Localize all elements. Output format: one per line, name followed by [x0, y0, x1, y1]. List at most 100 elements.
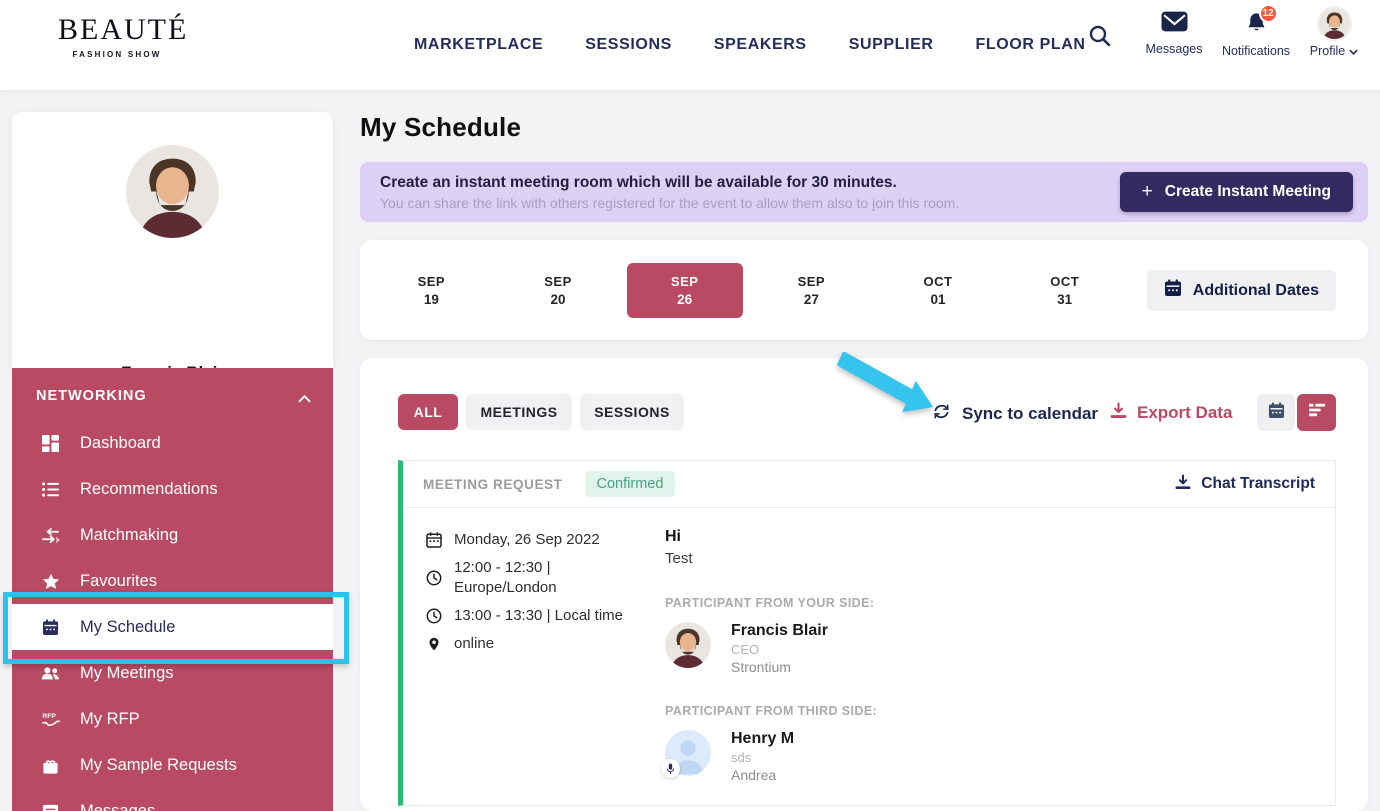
participant-your-side: Francis Blair CEO Strontium — [665, 622, 1315, 675]
meeting-description: Test — [665, 550, 693, 567]
export-data-button[interactable]: Export Data — [1110, 402, 1232, 424]
chat-transcript-button[interactable]: Chat Transcript — [1175, 474, 1315, 495]
date-tab-sep-20[interactable]: SEP 20 — [495, 240, 622, 340]
profile-menu-button[interactable]: Profile — [1306, 8, 1362, 58]
banner-subtitle: You can share the link with others regis… — [380, 195, 960, 211]
status-badge-confirmed: Confirmed — [584, 471, 676, 497]
sidebar-networking-section: NETWORKING Dashboard Recommendations Mat… — [12, 368, 333, 811]
list-view-toggle-active[interactable] — [1297, 394, 1336, 431]
sidebar-item-my-meetings[interactable]: My Meetings — [12, 650, 333, 696]
sidebar-item-label: My Schedule — [80, 617, 176, 636]
sync-icon — [932, 402, 951, 426]
sidebar-item-my-rfp[interactable]: RFP My RFP — [12, 696, 333, 742]
sample-basket-icon — [40, 757, 61, 774]
instant-meeting-banner: Create an instant meeting room which wil… — [360, 162, 1368, 222]
date-day: 26 — [677, 291, 693, 307]
meeting-subject: Hi — [665, 528, 681, 545]
nav-speakers[interactable]: SPEAKERS — [713, 36, 807, 53]
nav-marketplace[interactable]: MARKETPLACE — [414, 36, 544, 53]
notifications-button[interactable]: 12 Notifications — [1213, 4, 1299, 58]
sidebar-item-dashboard[interactable]: Dashboard — [12, 420, 333, 466]
date-day: 27 — [803, 291, 819, 307]
date-day: 01 — [930, 291, 946, 307]
date-tab-oct-31[interactable]: OCT 31 — [1001, 240, 1128, 340]
sidebar-item-recommendations[interactable]: Recommendations — [12, 466, 333, 512]
date-month: SEP — [670, 273, 699, 289]
schedule-list-card: ALL MEETINGS SESSIONS Sync to calendar E… — [360, 358, 1368, 811]
sidebar-item-favourites[interactable]: Favourites — [12, 558, 333, 604]
meeting-date-row: Monday, 26 Sep 2022 — [425, 530, 643, 550]
date-day: 31 — [1057, 291, 1073, 307]
date-tab-sep-19[interactable]: SEP 19 — [368, 240, 495, 340]
participant-third-side: Henry M sds Andrea — [661, 730, 1315, 783]
networking-title: NETWORKING — [36, 388, 147, 404]
notifications-label: Notifications — [1221, 44, 1291, 58]
sidebar-item-my-schedule[interactable]: My Schedule — [12, 604, 333, 650]
matchmaking-arrows-icon — [40, 527, 61, 544]
chat-icon — [40, 803, 61, 811]
create-instant-meeting-label: Create Instant Meeting — [1164, 183, 1331, 200]
meeting-type-label: MEETING REQUEST — [423, 476, 563, 492]
people-icon — [40, 666, 61, 681]
nav-floor-plan[interactable]: FLOOR PLAN — [975, 36, 1086, 53]
plus-icon: + — [1141, 181, 1153, 202]
participant-avatar — [665, 622, 711, 668]
participant-company: Strontium — [731, 659, 791, 675]
networking-section-header[interactable]: NETWORKING — [12, 368, 333, 420]
brand-logo[interactable]: BEAUTÉ FASHION SHOW — [58, 13, 189, 59]
calendar-icon — [425, 532, 442, 548]
list-icon — [40, 481, 61, 498]
calendar-view-toggle[interactable] — [1257, 394, 1295, 431]
sidebar-item-my-sample-requests[interactable]: My Sample Requests — [12, 742, 333, 788]
sidebar-item-matchmaking[interactable]: Matchmaking — [12, 512, 333, 558]
calendar-view-icon — [1268, 401, 1285, 424]
messages-button[interactable]: Messages — [1144, 11, 1204, 56]
participant-name: Francis Blair — [731, 622, 828, 639]
microphone-icon — [661, 759, 680, 778]
sidebar-item-messages[interactable]: Messages — [12, 788, 333, 811]
participant-role: CEO — [731, 642, 760, 657]
third-side-label: PARTICIPANT FROM THIRD SIDE: — [665, 704, 878, 718]
meeting-details-column: Monday, 26 Sep 2022 12:00 - 12:30 | Euro… — [425, 530, 643, 662]
nav-supplier[interactable]: SUPPLIER — [848, 36, 934, 53]
additional-dates-button[interactable]: Additional Dates — [1146, 270, 1336, 311]
meeting-location: online — [454, 634, 495, 652]
brand-logo-title: BEAUTÉ — [58, 13, 189, 46]
download-icon — [1175, 474, 1191, 495]
chevron-up-icon — [298, 390, 311, 408]
date-month: SEP — [417, 273, 446, 289]
clock-icon — [425, 608, 442, 624]
create-instant-meeting-button[interactable]: + Create Instant Meeting — [1119, 172, 1353, 212]
date-tab-oct-01[interactable]: OCT 01 — [875, 240, 1002, 340]
participant-role: sds — [731, 750, 752, 765]
date-day: 19 — [423, 291, 439, 307]
date-tab-sep-26-selected[interactable]: SEP 26 — [621, 240, 748, 340]
sync-to-calendar-button[interactable]: Sync to calendar — [932, 402, 1098, 426]
calendar-icon — [40, 618, 61, 636]
sidebar-item-label: Matchmaking — [80, 525, 179, 544]
filter-tab-all[interactable]: ALL — [398, 394, 458, 430]
sidebar-item-label: My Sample Requests — [80, 755, 237, 774]
sidebar-item-label: Recommendations — [80, 479, 218, 498]
sidebar-item-label: My Meetings — [80, 663, 174, 682]
meeting-time-event: 12:00 - 12:30 | Europe/London — [454, 558, 557, 596]
top-navigation-bar: BEAUTÉ FASHION SHOW MARKETPLACE SESSIONS… — [0, 0, 1380, 90]
banner-title: Create an instant meeting room which wil… — [380, 174, 897, 191]
profile-avatar — [1318, 8, 1350, 39]
dashboard-icon — [40, 434, 61, 452]
date-month: SEP — [544, 273, 572, 289]
sidebar-item-label: Messages — [80, 801, 156, 811]
meeting-time-local: 13:00 - 13:30 | Local time — [454, 606, 623, 624]
filter-tab-sessions[interactable]: SESSIONS — [580, 394, 684, 430]
date-tab-sep-27[interactable]: SEP 27 — [748, 240, 875, 340]
nav-sessions[interactable]: SESSIONS — [585, 36, 672, 53]
your-side-label: PARTICIPANT FROM YOUR SIDE: — [665, 596, 875, 610]
filter-tab-meetings[interactable]: MEETINGS — [466, 394, 572, 430]
svg-text:RFP: RFP — [42, 713, 56, 720]
location-pin-icon — [425, 636, 442, 652]
sidebar-item-label: Favourites — [80, 571, 158, 590]
chat-transcript-label: Chat Transcript — [1201, 475, 1315, 492]
search-icon[interactable] — [1088, 24, 1112, 48]
meeting-date: Monday, 26 Sep 2022 — [454, 531, 600, 548]
rfp-icon: RFP — [40, 711, 61, 728]
